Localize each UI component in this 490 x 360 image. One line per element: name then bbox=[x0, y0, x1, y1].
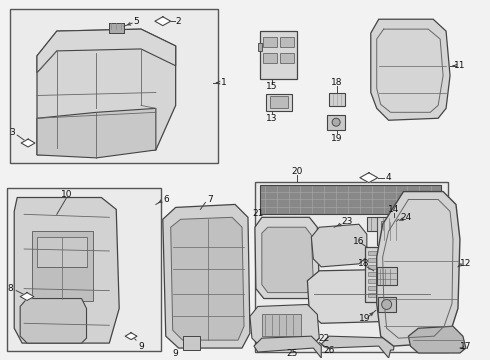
Bar bbox=[7, 188, 161, 351]
Bar bbox=[327, 115, 345, 130]
Text: 5: 5 bbox=[133, 17, 139, 26]
Bar bbox=[109, 23, 124, 33]
Text: 3: 3 bbox=[9, 128, 15, 137]
Text: 10: 10 bbox=[61, 190, 73, 199]
Polygon shape bbox=[371, 19, 450, 120]
Polygon shape bbox=[409, 326, 466, 353]
Text: 15: 15 bbox=[266, 82, 277, 91]
Text: 8: 8 bbox=[7, 284, 13, 293]
Bar bbox=[37, 237, 87, 267]
Text: 18: 18 bbox=[331, 78, 343, 87]
Text: 7: 7 bbox=[207, 195, 213, 204]
Text: 14: 14 bbox=[388, 205, 399, 214]
Text: 17: 17 bbox=[460, 342, 472, 351]
Bar bbox=[258, 43, 262, 51]
Text: 9: 9 bbox=[138, 342, 144, 351]
Bar bbox=[368, 285, 399, 289]
Text: 24: 24 bbox=[401, 213, 412, 222]
Polygon shape bbox=[321, 336, 394, 358]
Bar bbox=[260, 31, 297, 78]
Polygon shape bbox=[21, 139, 35, 147]
Polygon shape bbox=[377, 192, 460, 346]
Polygon shape bbox=[250, 305, 319, 346]
Bar bbox=[263, 37, 277, 47]
Polygon shape bbox=[37, 108, 156, 158]
Bar bbox=[368, 265, 399, 269]
Text: 23: 23 bbox=[342, 217, 353, 226]
Text: 18: 18 bbox=[358, 259, 369, 268]
Bar bbox=[270, 96, 288, 108]
Polygon shape bbox=[155, 17, 171, 26]
Polygon shape bbox=[37, 29, 176, 73]
Text: 19: 19 bbox=[331, 134, 343, 143]
Text: 6: 6 bbox=[163, 195, 169, 204]
Polygon shape bbox=[307, 269, 433, 323]
Polygon shape bbox=[262, 227, 313, 293]
Polygon shape bbox=[311, 224, 367, 267]
Bar bbox=[260, 185, 441, 214]
Bar bbox=[365, 247, 402, 302]
Bar bbox=[262, 314, 301, 336]
Circle shape bbox=[382, 300, 392, 310]
Bar bbox=[368, 272, 399, 276]
Polygon shape bbox=[163, 204, 250, 348]
Bar bbox=[280, 37, 294, 47]
Polygon shape bbox=[360, 173, 378, 183]
Polygon shape bbox=[254, 336, 321, 358]
Bar bbox=[377, 267, 396, 285]
Bar bbox=[368, 279, 399, 283]
Bar bbox=[255, 182, 448, 352]
Text: 19: 19 bbox=[359, 314, 370, 323]
Bar bbox=[329, 93, 345, 106]
Polygon shape bbox=[255, 217, 319, 298]
Bar bbox=[367, 217, 396, 231]
Polygon shape bbox=[171, 217, 244, 340]
Text: 4: 4 bbox=[386, 173, 392, 182]
Text: 12: 12 bbox=[460, 259, 471, 268]
Text: 2: 2 bbox=[176, 17, 181, 26]
Circle shape bbox=[332, 118, 340, 126]
Bar bbox=[32, 231, 94, 301]
Text: 16: 16 bbox=[353, 237, 365, 246]
Text: 11: 11 bbox=[454, 61, 466, 70]
Text: 1: 1 bbox=[221, 78, 227, 87]
Bar bbox=[263, 53, 277, 63]
Bar bbox=[280, 53, 294, 63]
Bar bbox=[377, 217, 412, 245]
Text: 20: 20 bbox=[292, 167, 303, 176]
Bar bbox=[183, 336, 200, 350]
Bar bbox=[368, 293, 399, 297]
Text: 22: 22 bbox=[318, 334, 330, 343]
Polygon shape bbox=[20, 293, 34, 301]
Bar bbox=[266, 94, 292, 111]
Polygon shape bbox=[37, 29, 176, 155]
Text: 13: 13 bbox=[266, 114, 277, 123]
Text: 9: 9 bbox=[173, 348, 178, 357]
Text: 26: 26 bbox=[323, 346, 335, 355]
Bar bbox=[368, 251, 399, 255]
Bar bbox=[378, 297, 395, 312]
Text: 21: 21 bbox=[252, 209, 264, 218]
Polygon shape bbox=[14, 198, 119, 343]
Text: 25: 25 bbox=[286, 348, 297, 357]
Polygon shape bbox=[20, 298, 87, 343]
Bar bbox=[368, 258, 399, 262]
Bar bbox=[381, 221, 408, 241]
Polygon shape bbox=[125, 333, 137, 339]
Bar bbox=[10, 9, 218, 163]
